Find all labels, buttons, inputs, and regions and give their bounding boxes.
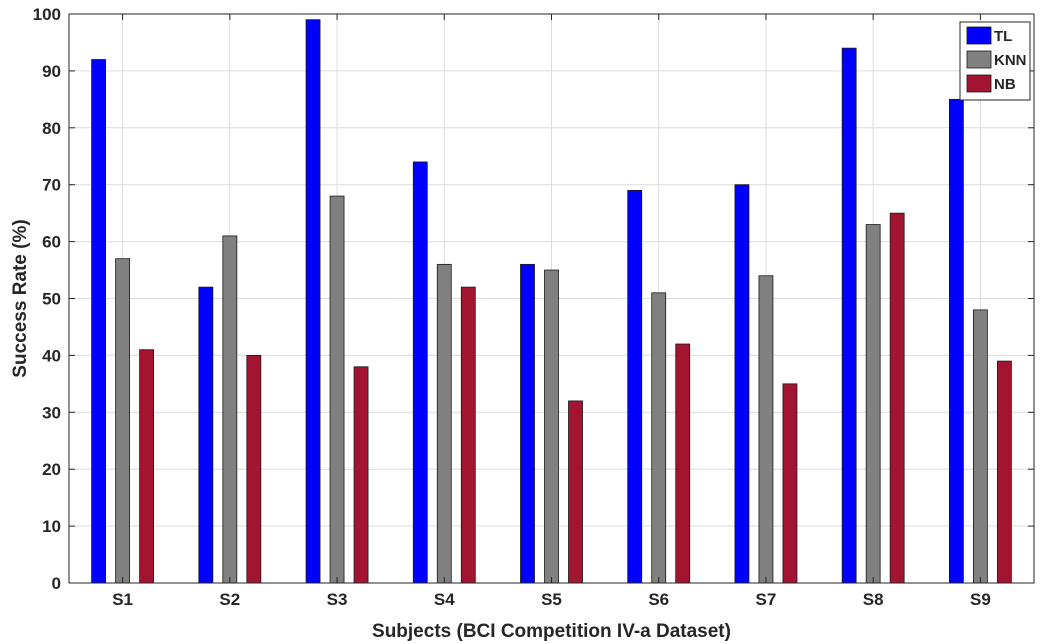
y-tick-label: 80 — [42, 119, 61, 138]
bar-knn-s4 — [436, 263, 452, 584]
bar-knn-s2 — [222, 235, 238, 584]
legend-swatch-tl — [966, 26, 992, 45]
legend-label-knn: KNN — [994, 52, 1027, 69]
x-axis-label: Subjects (BCI Competition IV-a Dataset) — [372, 621, 731, 642]
y-tick-label: 70 — [42, 176, 61, 195]
bar-tl-s2 — [198, 286, 214, 584]
x-tick-label: S8 — [863, 590, 884, 609]
x-tick-label: S9 — [970, 590, 991, 609]
bar-nb-s8 — [889, 212, 905, 584]
bar-tl-s5 — [520, 263, 535, 584]
legend: TL KNN NB — [959, 21, 1031, 101]
bar-nb-s6 — [675, 343, 691, 584]
bar-nb-s1 — [139, 349, 155, 584]
bar-knn-s8 — [865, 224, 881, 584]
bar-nb-s7 — [782, 383, 798, 584]
bar-tl-s6 — [627, 189, 643, 584]
bar-knn-s1 — [115, 258, 131, 584]
y-tick-label: 0 — [52, 574, 61, 593]
x-tick-label: S5 — [541, 590, 562, 609]
legend-swatch-knn — [966, 50, 992, 69]
y-tick-label: 50 — [42, 290, 61, 309]
y-tick-label: 30 — [42, 403, 61, 422]
bar-knn-s6 — [651, 292, 667, 584]
bar-tl-s9 — [948, 98, 964, 584]
x-tick-label: S1 — [112, 590, 133, 609]
legend-swatch-nb — [966, 74, 992, 93]
bar-tl-s8 — [841, 47, 857, 584]
bar-knn-s5 — [544, 269, 559, 584]
bar-tl-s3 — [305, 19, 321, 584]
y-tick-label: 20 — [42, 460, 61, 479]
bar-knn-s7 — [758, 275, 774, 584]
bar-tl-s1 — [91, 59, 107, 584]
bar-knn-s9 — [972, 309, 988, 584]
bar-nb-s4 — [460, 286, 476, 584]
x-tick-label: S4 — [434, 590, 455, 609]
y-tick-label: 40 — [42, 346, 61, 365]
bar-nb-s2 — [246, 354, 262, 584]
x-tick-label: S2 — [219, 590, 240, 609]
bar-tl-s4 — [412, 161, 428, 584]
bar-nb-s3 — [353, 366, 369, 584]
x-tick-label: S7 — [756, 590, 777, 609]
x-tick-label: S6 — [648, 590, 669, 609]
legend-label-nb: NB — [994, 76, 1016, 93]
y-tick-label: 10 — [42, 517, 61, 536]
y-tick-label: 60 — [42, 233, 61, 252]
y-tick-label: 90 — [42, 62, 61, 81]
x-axis-ticks: S1 S2 S3 S4 S5 S6 S7 S8 S9 — [112, 14, 991, 609]
y-tick-label: 100 — [33, 5, 61, 24]
y-axis-label: Success Rate (%) — [10, 219, 31, 377]
x-tick-label: S3 — [327, 590, 348, 609]
bar-tl-s7 — [734, 184, 750, 584]
bar-nb-s9 — [996, 360, 1012, 584]
bar-nb-s5 — [568, 400, 583, 584]
y-axis-ticks: 0 10 20 30 40 50 60 70 80 90 100 — [33, 5, 1034, 593]
legend-label-tl: TL — [994, 28, 1012, 45]
bar-knn-s3 — [329, 195, 345, 584]
